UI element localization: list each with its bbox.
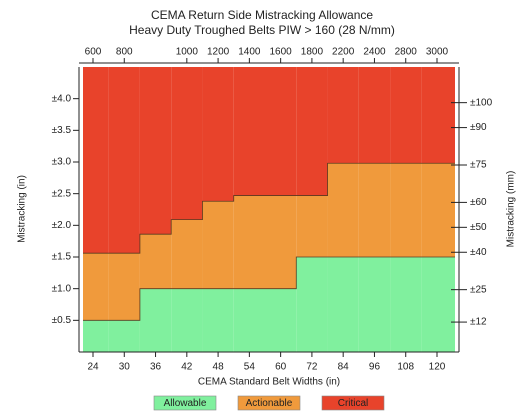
area-segment bbox=[202, 201, 234, 289]
top-tick-label: 2400 bbox=[363, 47, 386, 58]
x-tick-label: 108 bbox=[397, 362, 414, 373]
area-segment bbox=[421, 163, 455, 257]
y-tick-label: ±2.5 bbox=[52, 188, 72, 199]
y2-tick-label: ±75 bbox=[470, 160, 487, 171]
top-tick-label: 1000 bbox=[176, 47, 199, 58]
critical-region bbox=[108, 67, 140, 254]
top-tick-label: 3000 bbox=[426, 47, 449, 58]
x-tick-label: 84 bbox=[338, 362, 350, 373]
area-segment bbox=[265, 195, 297, 289]
area-segment bbox=[202, 288, 234, 352]
top-tick-label: 2800 bbox=[395, 47, 418, 58]
area-segment bbox=[83, 320, 109, 352]
area-segment bbox=[83, 253, 109, 321]
y-axis-label: Mistracking (in) bbox=[17, 175, 28, 243]
x-axis-label: CEMA Standard Belt Widths (in) bbox=[198, 377, 340, 388]
x-tick-label: 120 bbox=[429, 362, 446, 373]
critical-region bbox=[421, 67, 455, 164]
x-tick-label: 36 bbox=[150, 362, 162, 373]
y-tick-label: ±3.0 bbox=[52, 157, 72, 168]
y-tick-label: ±4.0 bbox=[52, 93, 72, 104]
area-segment bbox=[327, 257, 359, 352]
y2-tick-label: ±50 bbox=[470, 222, 487, 233]
critical-region bbox=[358, 67, 391, 164]
y2-tick-label: ±25 bbox=[470, 284, 487, 295]
top-tick-label: 1400 bbox=[238, 47, 261, 58]
legend-label: Actionable bbox=[246, 398, 293, 409]
x-tick-label: 42 bbox=[181, 362, 193, 373]
y-tick-label: ±1.5 bbox=[52, 252, 72, 263]
area-segment bbox=[296, 195, 328, 257]
chart-subtitle: Heavy Duty Troughed Belts PIW > 160 (28 … bbox=[129, 23, 395, 37]
x-tick-label: 72 bbox=[306, 362, 318, 373]
y2-axis-label: Mistracking (mm) bbox=[506, 171, 517, 248]
critical-region bbox=[83, 67, 109, 254]
y2-tick-label: ±90 bbox=[470, 122, 487, 133]
area-segment bbox=[139, 234, 172, 289]
legend-swatch bbox=[153, 395, 217, 411]
x-tick-label: 96 bbox=[369, 362, 381, 373]
x-tick-label: 60 bbox=[275, 362, 287, 373]
area-segment bbox=[108, 253, 140, 321]
top-tick-label: 600 bbox=[85, 47, 102, 58]
area-segment bbox=[358, 257, 391, 352]
top-tick-label: 1200 bbox=[207, 47, 230, 58]
y-tick-label: ±0.5 bbox=[52, 315, 72, 326]
area-segment bbox=[390, 257, 422, 352]
legend-swatch bbox=[321, 395, 385, 411]
area-segment bbox=[390, 163, 422, 257]
critical-region bbox=[327, 67, 359, 164]
x-tick-label: 54 bbox=[244, 362, 256, 373]
area-segment bbox=[265, 288, 297, 352]
chart-title: CEMA Return Side Mistracking Allowance bbox=[151, 8, 373, 22]
critical-region bbox=[139, 67, 172, 235]
y-tick-label: ±1.0 bbox=[52, 283, 72, 294]
y2-tick-label: ±100 bbox=[470, 97, 493, 108]
top-tick-label: 1600 bbox=[270, 47, 293, 58]
area-segment bbox=[139, 288, 172, 352]
y-tick-label: ±2.0 bbox=[52, 220, 72, 231]
top-tick-label: 2200 bbox=[332, 47, 355, 58]
critical-region bbox=[233, 67, 265, 196]
threshold-line bbox=[83, 162, 455, 254]
area-segment bbox=[171, 288, 203, 352]
area-segment bbox=[233, 288, 265, 352]
x-tick-label: 24 bbox=[87, 362, 99, 373]
area-segment bbox=[358, 163, 391, 257]
top-tick-label: 1800 bbox=[301, 47, 324, 58]
x-tick-label: 48 bbox=[213, 362, 225, 373]
critical-region bbox=[202, 67, 234, 202]
area-segment bbox=[421, 257, 455, 352]
area-segment bbox=[171, 219, 203, 289]
legend-swatch bbox=[237, 395, 301, 411]
x-tick-label: 30 bbox=[119, 362, 131, 373]
y-tick-label: ±3.5 bbox=[52, 125, 72, 136]
critical-region bbox=[171, 67, 203, 220]
y2-tick-label: ±40 bbox=[470, 247, 487, 258]
critical-region bbox=[296, 67, 328, 196]
area-segment bbox=[296, 257, 328, 352]
legend-label: Allowable bbox=[164, 398, 207, 409]
critical-region bbox=[390, 67, 422, 164]
y2-tick-label: ±60 bbox=[470, 197, 487, 208]
area-segment bbox=[233, 195, 265, 289]
area-segment bbox=[108, 320, 140, 352]
top-tick-label: 800 bbox=[116, 47, 133, 58]
threshold-line bbox=[83, 256, 455, 321]
critical-region bbox=[265, 67, 297, 196]
area-segment bbox=[327, 163, 359, 257]
legend-label: Critical bbox=[338, 398, 369, 409]
y2-tick-label: ±12 bbox=[470, 317, 487, 328]
